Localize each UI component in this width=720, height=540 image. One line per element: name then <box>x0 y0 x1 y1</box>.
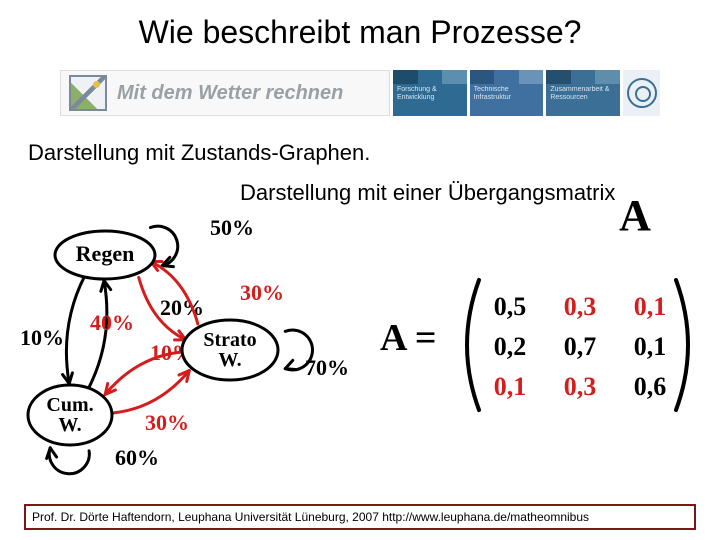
svg-text:40%: 40% <box>90 310 134 335</box>
banner-tile-1: Forschung & Entwicklung <box>390 70 467 116</box>
svg-text:Strato: Strato <box>203 329 256 351</box>
banner-tile-2: Technische Infrastruktur <box>467 70 544 116</box>
weather-banner: Mit dem Wetter rechnen Forschung & Entwi… <box>60 70 660 116</box>
transition-matrix: A A = 0,5 0,3 0,1 0,2 0,7 0,1 0,1 0,3 0,6 <box>370 200 720 500</box>
svg-text:A =: A = <box>380 317 437 359</box>
svg-text:0,7: 0,7 <box>564 332 597 361</box>
svg-text:0,2: 0,2 <box>494 332 527 361</box>
banner-tile-3: Zusammenarbeit & Ressourcen <box>543 70 620 116</box>
banner-tile-3-label: Zusammenarbeit & Ressourcen <box>550 86 616 102</box>
svg-text:0,3: 0,3 <box>564 372 597 401</box>
banner-text: Mit dem Wetter rechnen <box>117 82 343 105</box>
svg-text:W.: W. <box>58 414 81 436</box>
svg-text:Regen: Regen <box>76 241 135 266</box>
banner-logo <box>620 70 660 116</box>
svg-text:30%: 30% <box>240 280 284 305</box>
svg-text:0,1: 0,1 <box>634 332 667 361</box>
subheading-state-graph: Darstellung mit Zustands-Graphen. <box>28 140 370 166</box>
svg-text:30%: 30% <box>145 410 189 435</box>
slide-title: Wie beschreibt man Prozesse? <box>0 14 720 51</box>
footer-citation: Prof. Dr. Dörte Haftendorn, Leuphana Uni… <box>24 504 696 530</box>
banner-left: Mit dem Wetter rechnen <box>60 70 390 116</box>
banner-tile-1-label: Forschung & Entwicklung <box>397 86 463 102</box>
svg-text:Cum.: Cum. <box>46 394 93 416</box>
state-graph-diagram: 50%30%20%70%30%10%60%10%40%RegenStratoW.… <box>0 200 360 500</box>
svg-text:0,5: 0,5 <box>494 292 527 321</box>
svg-text:10%: 10% <box>20 325 64 350</box>
broken-image-icon <box>69 75 107 111</box>
svg-text:0,3: 0,3 <box>564 292 597 321</box>
svg-text:W.: W. <box>218 349 241 371</box>
svg-text:50%: 50% <box>210 215 254 240</box>
svg-text:0,6: 0,6 <box>634 372 667 401</box>
svg-text:70%: 70% <box>305 355 349 380</box>
banner-tiles: Forschung & Entwicklung Technische Infra… <box>390 70 660 116</box>
svg-text:A: A <box>619 200 651 240</box>
svg-text:20%: 20% <box>160 295 204 320</box>
svg-text:0,1: 0,1 <box>634 292 667 321</box>
svg-text:60%: 60% <box>115 445 159 470</box>
banner-tile-2-label: Technische Infrastruktur <box>474 86 540 102</box>
logo-icon <box>627 78 657 108</box>
svg-text:0,1: 0,1 <box>494 372 527 401</box>
